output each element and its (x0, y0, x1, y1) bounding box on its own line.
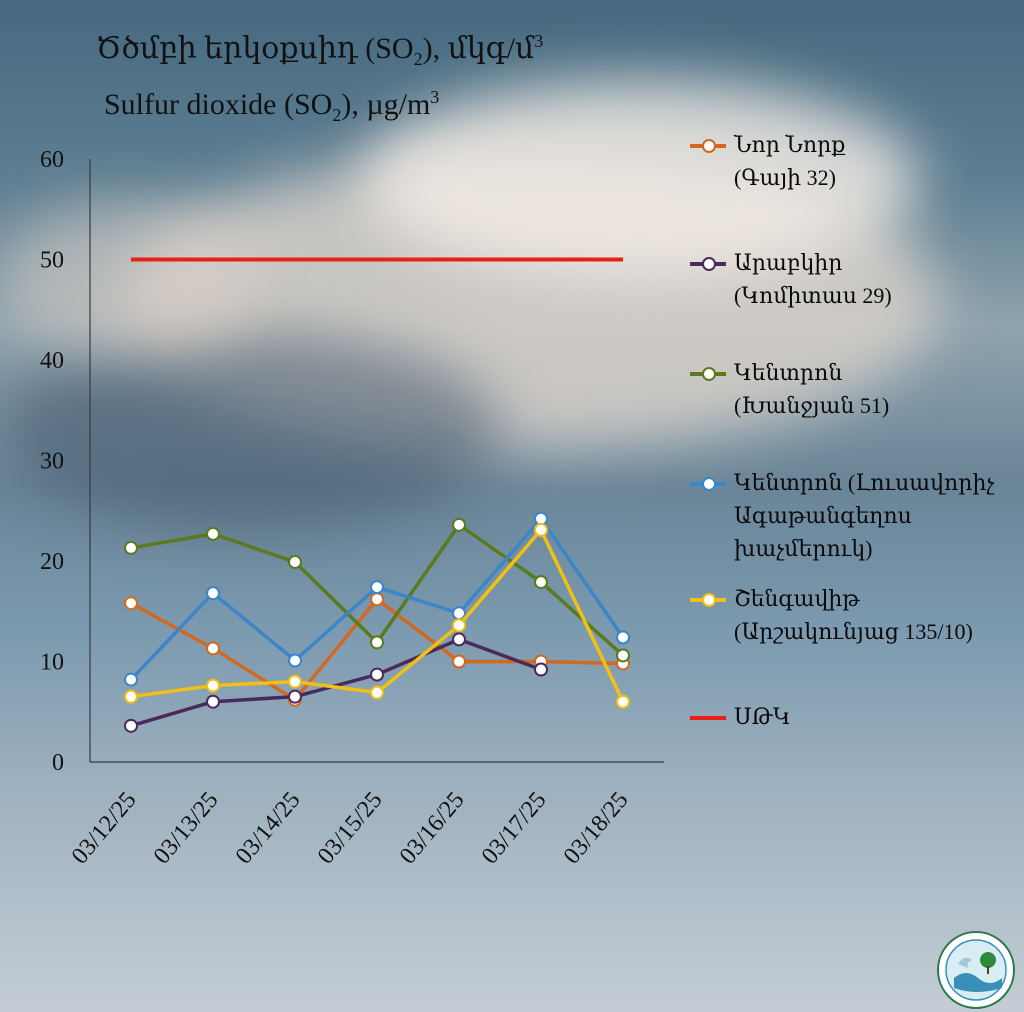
x-tick-label: 03/17/25 (477, 787, 552, 869)
data-point (288, 653, 302, 668)
data-point (288, 674, 302, 689)
y-tick-label: 50 (40, 248, 64, 274)
data-point (616, 694, 630, 709)
legend-label: Կենտրոն (Լուսավորիչ Ագաթանգեղոս խաչմերուկ) (734, 466, 1024, 565)
legend-label-line: Նոր Նորք (734, 132, 846, 157)
legend-label-line: Արաբկիր (734, 250, 843, 275)
data-point (124, 718, 138, 733)
cloud-decoration (0, 330, 500, 530)
legend-label-line: Ագաթանգեղոս (734, 503, 912, 528)
legend-label: Արաբկիր (Կոմիտաս 29) (734, 246, 1024, 312)
legend-label: Կենտրոն (Խանջյան 51) (734, 356, 1024, 422)
data-point (534, 575, 548, 590)
x-tick-label: 03/14/25 (231, 787, 306, 869)
x-tick-label: 03/16/25 (395, 787, 470, 869)
data-point (452, 632, 466, 647)
data-point (124, 596, 138, 611)
agency-logo-icon (937, 931, 1015, 1009)
x-tick-label: 03/18/25 (559, 787, 634, 869)
legend-marker (702, 593, 716, 607)
data-point (616, 630, 630, 645)
data-point (288, 555, 302, 570)
data-point (370, 685, 384, 700)
x-tick-label: 03/13/25 (149, 787, 224, 869)
data-point (452, 517, 466, 532)
x-tick-label: 03/15/25 (313, 787, 388, 869)
legend-label-line: ՍԹԿ (734, 704, 791, 729)
data-point (124, 672, 138, 687)
legend-label-line: Շենգավիթ (734, 586, 860, 611)
y-tick-label: 40 (40, 348, 64, 374)
data-point (124, 540, 138, 555)
legend-marker (702, 477, 716, 491)
legend-label-line: (Կոմիտաս 29) (734, 283, 892, 308)
data-point (370, 580, 384, 595)
data-point (206, 694, 220, 709)
legend-label-line: (Արշակունյաց 135/10) (734, 619, 973, 644)
data-point (370, 635, 384, 650)
series-5 (124, 522, 630, 709)
data-point (534, 522, 548, 537)
y-tick-label: 30 (40, 449, 64, 475)
legend-marker (702, 257, 716, 271)
data-point (124, 689, 138, 704)
legend-marker (702, 139, 716, 153)
legend-label: Նոր Նորք (Գայի 32) (734, 128, 1024, 194)
data-point (206, 641, 220, 656)
legend-marker (702, 367, 716, 381)
cloud-decoration (0, 200, 260, 360)
data-point (534, 662, 548, 677)
y-tick-label: 60 (40, 147, 64, 173)
data-point (288, 689, 302, 704)
y-tick-label: 20 (40, 549, 64, 575)
data-point (452, 606, 466, 621)
series-line (130, 597, 624, 702)
y-tick-label: 0 (52, 750, 64, 776)
data-point (452, 654, 466, 669)
series-4 (124, 511, 630, 687)
data-point (206, 586, 220, 601)
series-3 (124, 517, 630, 663)
y-tick-label: 10 (40, 650, 64, 676)
title-armenian: Ծծմբի երկօքսիդ (SO2), մկգ/մ3 (96, 31, 544, 69)
y-tick-labels: 0 10 20 30 40 50 60 (40, 147, 64, 776)
chart-axes (89, 159, 664, 763)
legend-label-line: Կենտրոն (734, 360, 843, 385)
series-line (130, 637, 542, 728)
data-point (452, 618, 466, 633)
title-english: Sulfur dioxide (SO2), µg/m3 (104, 87, 440, 125)
data-point (206, 678, 220, 693)
legend-swatch (690, 716, 726, 720)
legend-label-line: (Գայի 32) (734, 165, 836, 190)
cloud-decoration (360, 80, 920, 280)
legend-label: Շենգավիթ (Արշակունյաց 135/10) (734, 582, 1024, 648)
data-point (206, 526, 220, 541)
legend-label-line: (Խանջյան 51) (734, 393, 890, 418)
series-group (124, 511, 630, 733)
data-point (370, 592, 384, 607)
legend-label-line: խաչմերուկ) (734, 536, 873, 561)
legend-label: ՍԹԿ (734, 700, 1024, 733)
legend-label-line: Կենտրոն (Լուսավորիչ (734, 470, 995, 495)
data-point (370, 667, 384, 682)
chart-title: Ծծմբի երկօքսիդ (SO2), մկգ/մ3 Sulfur diox… (96, 22, 543, 134)
x-tick-label: 03/12/25 (67, 787, 142, 869)
data-point (616, 648, 630, 663)
x-tick-labels: 03/12/25 03/13/25 03/14/25 03/15/25 03/16/25… (67, 787, 634, 869)
